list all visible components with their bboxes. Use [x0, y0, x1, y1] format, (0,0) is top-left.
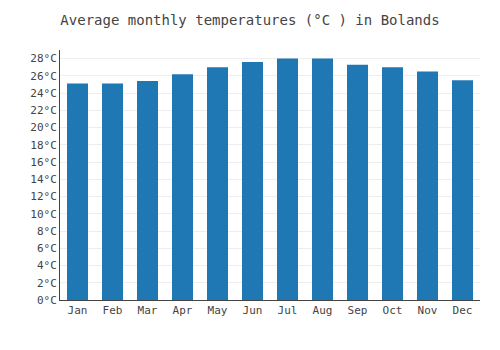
svg-text:2°C: 2°C [37, 277, 57, 290]
svg-text:12°C: 12°C [30, 190, 57, 203]
svg-text:18°C: 18°C [30, 139, 57, 152]
svg-text:16°C: 16°C [30, 156, 57, 169]
svg-text:8°C: 8°C [37, 225, 57, 238]
svg-text:Oct: Oct [383, 304, 403, 317]
svg-text:Jul: Jul [278, 304, 298, 317]
svg-text:May: May [208, 304, 228, 317]
svg-text:28°C: 28°C [30, 52, 57, 65]
svg-text:4°C: 4°C [37, 259, 57, 272]
svg-text:22°C: 22°C [30, 104, 57, 117]
svg-text:Aug: Aug [313, 304, 333, 317]
svg-text:6°C: 6°C [37, 242, 57, 255]
svg-text:20°C: 20°C [30, 121, 57, 134]
svg-text:10°C: 10°C [30, 208, 57, 221]
svg-text:Sep: Sep [348, 304, 368, 317]
svg-text:24°C: 24°C [30, 87, 57, 100]
svg-text:Jun: Jun [243, 304, 263, 317]
svg-text:Nov: Nov [418, 304, 438, 317]
svg-text:Jan: Jan [68, 304, 88, 317]
svg-text:14°C: 14°C [30, 173, 57, 186]
svg-text:Apr: Apr [173, 304, 193, 317]
svg-text:0°C: 0°C [37, 294, 57, 307]
svg-text:Feb: Feb [103, 304, 123, 317]
svg-text:Mar: Mar [138, 304, 158, 317]
svg-text:26°C: 26°C [30, 70, 57, 83]
svg-text:Dec: Dec [453, 304, 473, 317]
svg-text:Average monthly temperatures (: Average monthly temperatures (°C ) in Bo… [60, 12, 439, 28]
